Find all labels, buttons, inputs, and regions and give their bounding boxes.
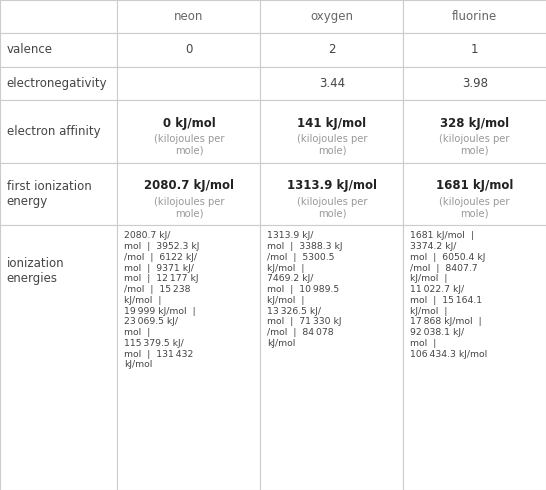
Text: 3.98: 3.98 xyxy=(462,77,488,90)
Bar xyxy=(117,100,260,163)
Text: 1681 kJ/mol: 1681 kJ/mol xyxy=(436,179,513,193)
Bar xyxy=(260,67,403,100)
Bar xyxy=(403,100,546,163)
Text: 141 kJ/mol: 141 kJ/mol xyxy=(298,117,366,130)
Bar xyxy=(0,163,117,225)
Text: electronegativity: electronegativity xyxy=(7,77,107,90)
Bar xyxy=(0,33,117,67)
Text: 2080.7 kJ/mol: 2080.7 kJ/mol xyxy=(144,179,234,193)
Text: 1313.9 kJ/mol: 1313.9 kJ/mol xyxy=(287,179,377,193)
Text: 0 kJ/mol: 0 kJ/mol xyxy=(163,117,215,130)
Text: (kilojoules per
mole): (kilojoules per mole) xyxy=(440,197,510,219)
Text: 1: 1 xyxy=(471,44,478,56)
Text: (kilojoules per
mole): (kilojoules per mole) xyxy=(296,134,367,156)
Text: 0: 0 xyxy=(185,44,193,56)
Text: 1313.9 kJ/
mol  |  3388.3 kJ
/mol  |  5300.5
kJ/mol  |
7469.2 kJ/
mol  |  10 989: 1313.9 kJ/ mol | 3388.3 kJ /mol | 5300.5… xyxy=(267,231,342,348)
Bar xyxy=(0,225,117,490)
Bar xyxy=(260,0,403,33)
Text: valence: valence xyxy=(7,44,52,56)
Bar xyxy=(260,163,403,225)
Text: oxygen: oxygen xyxy=(311,10,353,23)
Text: (kilojoules per
mole): (kilojoules per mole) xyxy=(153,197,224,219)
Text: electron affinity: electron affinity xyxy=(7,125,100,138)
Bar xyxy=(260,33,403,67)
Text: neon: neon xyxy=(174,10,204,23)
Bar xyxy=(0,67,117,100)
Bar xyxy=(117,67,260,100)
Bar xyxy=(403,67,546,100)
Bar xyxy=(403,163,546,225)
Text: fluorine: fluorine xyxy=(452,10,497,23)
Bar xyxy=(117,163,260,225)
Bar xyxy=(117,225,260,490)
Text: 1681 kJ/mol  |
3374.2 kJ/
mol  |  6050.4 kJ
/mol  |  8407.7
kJ/mol  |
11 022.7 k: 1681 kJ/mol | 3374.2 kJ/ mol | 6050.4 kJ… xyxy=(410,231,487,359)
Bar xyxy=(117,0,260,33)
Bar xyxy=(0,100,117,163)
Text: (kilojoules per
mole): (kilojoules per mole) xyxy=(153,134,224,156)
Text: (kilojoules per
mole): (kilojoules per mole) xyxy=(296,197,367,219)
Bar xyxy=(403,33,546,67)
Text: (kilojoules per
mole): (kilojoules per mole) xyxy=(440,134,510,156)
Text: 2080.7 kJ/
mol  |  3952.3 kJ
/mol  |  6122 kJ/
mol  |  9371 kJ/
mol  |  12 177 k: 2080.7 kJ/ mol | 3952.3 kJ /mol | 6122 k… xyxy=(124,231,199,369)
Text: ionization
energies: ionization energies xyxy=(7,257,64,285)
Text: first ionization
energy: first ionization energy xyxy=(7,180,91,208)
Text: 3.44: 3.44 xyxy=(319,77,345,90)
Bar xyxy=(403,0,546,33)
Bar xyxy=(403,225,546,490)
Text: 2: 2 xyxy=(328,44,336,56)
Text: 328 kJ/mol: 328 kJ/mol xyxy=(440,117,509,130)
Bar xyxy=(0,0,117,33)
Bar xyxy=(260,225,403,490)
Bar xyxy=(260,100,403,163)
Bar xyxy=(117,33,260,67)
